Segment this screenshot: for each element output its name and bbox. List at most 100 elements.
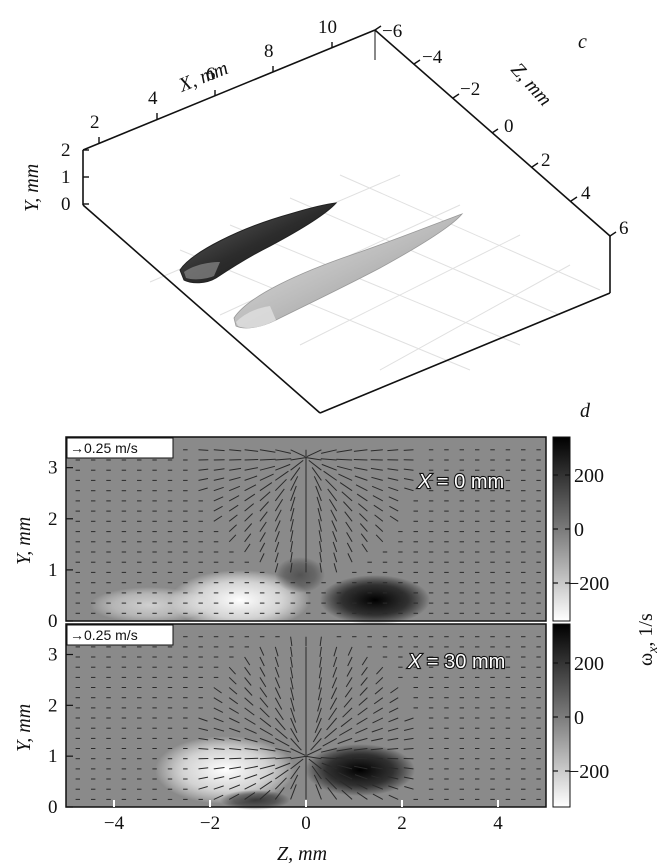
panel-title: X = 0 mm — [417, 471, 504, 493]
y-tick-label: 0 — [48, 797, 58, 818]
isosurface-light-rim — [236, 306, 276, 328]
velocity-vector — [353, 757, 368, 760]
velocity-vector — [198, 478, 209, 481]
velocity-vector — [327, 787, 338, 800]
velocity-vector — [244, 757, 259, 760]
velocity-vector — [213, 785, 224, 790]
velocity-vector — [316, 496, 322, 512]
velocity-vector — [372, 793, 384, 800]
velocity-vector — [319, 562, 322, 573]
velocity-vector — [274, 677, 281, 689]
velocity-vector — [315, 784, 322, 800]
y-axis-ticks — [83, 149, 89, 205]
velocity-vector — [403, 737, 414, 741]
y-tick-label: 1 — [48, 560, 58, 581]
velocity-vector — [213, 449, 225, 452]
velocity-vector — [274, 777, 287, 790]
velocity-vector — [356, 717, 368, 725]
vortex-regions — [155, 736, 415, 810]
x-axis-label: X, mm — [175, 57, 232, 97]
velocity-vector — [259, 687, 268, 698]
velocity-vector — [244, 774, 258, 780]
velocity-vector — [357, 503, 368, 512]
velocity-vector — [336, 757, 353, 760]
velocity-vector — [357, 707, 368, 716]
velocity-vector — [354, 765, 368, 770]
velocity-vector — [259, 727, 273, 736]
velocity-vector — [244, 717, 256, 725]
velocity-vector — [318, 530, 322, 542]
x-tick-label: 2 — [90, 112, 100, 133]
velocity-vector — [311, 467, 322, 481]
velocity-vector — [244, 697, 254, 706]
x-tick-label: 6 — [206, 64, 216, 85]
velocity-vector — [228, 687, 238, 695]
velocity-vector — [213, 767, 225, 770]
x-ticks: −4 −2 0 2 4 — [104, 800, 503, 834]
y-axis-label: Y, mm — [13, 704, 35, 752]
velocity-vector — [290, 467, 301, 481]
velocity-vector — [326, 717, 338, 731]
velocity-vector — [229, 748, 242, 751]
velocity-vector — [332, 541, 338, 553]
velocity-vector — [229, 485, 241, 492]
velocity-vector — [327, 488, 338, 502]
velocity-vector — [324, 727, 338, 739]
y-tick-label: 0 — [48, 611, 58, 632]
velocity-vector — [244, 493, 256, 502]
velocity-vector — [259, 789, 271, 800]
velocity-vector — [290, 496, 296, 512]
velocity-vector — [321, 762, 337, 770]
velocity-vector — [259, 737, 275, 745]
velocity-vector — [341, 491, 353, 502]
x-tick-label: 4 — [148, 88, 158, 109]
velocity-vector — [370, 449, 383, 452]
velocity-vector — [259, 491, 271, 502]
velocity-vector — [403, 776, 414, 780]
velocity-vector — [320, 748, 337, 753]
velocity-vector — [387, 449, 399, 452]
velocity-vector — [329, 697, 338, 710]
velocity-vector — [374, 687, 384, 695]
velocity-vector — [213, 748, 225, 750]
z-tick-label: −6 — [382, 21, 402, 42]
velocity-vector — [244, 503, 255, 512]
x-axis-ticks — [98, 42, 333, 143]
velocity-vector — [244, 523, 253, 532]
velocity-vector — [331, 677, 338, 689]
plot-frame — [65, 436, 547, 622]
velocity-vector — [274, 667, 280, 678]
velocity-vector — [404, 717, 414, 722]
velocity-vector — [290, 677, 294, 690]
velocity-vector — [213, 687, 222, 694]
velocity-vector — [259, 473, 274, 481]
y-tick-label: 1 — [48, 746, 58, 767]
panel-title: X = 30 mm — [407, 651, 505, 673]
velocity-vector — [359, 513, 368, 522]
velocity-vector — [320, 757, 337, 760]
velocity-vector — [229, 449, 242, 452]
velocity-vector — [274, 787, 285, 800]
velocity-vector — [339, 727, 353, 736]
colorbar-top: 200 0 −200 — [552, 436, 609, 622]
velocity-vector — [290, 727, 300, 743]
velocity-vector — [213, 468, 225, 471]
velocity-vector — [374, 514, 384, 522]
velocity-vector — [274, 541, 280, 553]
velocity-vector — [259, 465, 276, 471]
velocity-vector — [275, 458, 292, 461]
velocity-vector — [354, 737, 368, 743]
velocity-vector — [333, 563, 338, 573]
velocity-vector — [244, 475, 258, 481]
velocity-vector — [198, 776, 209, 780]
vortex-regions — [90, 557, 430, 630]
velocity-vector — [274, 707, 284, 721]
panel-d-letter: d — [580, 400, 591, 422]
y-ticks: 0 1 2 3 — [48, 458, 73, 632]
velocity-vector — [375, 677, 384, 685]
velocity-vector — [373, 697, 384, 705]
y-axis-label: Y, mm — [21, 164, 43, 212]
velocity-vector — [275, 757, 292, 760]
velocity-vector — [274, 687, 282, 700]
velocity-vector — [330, 687, 338, 700]
